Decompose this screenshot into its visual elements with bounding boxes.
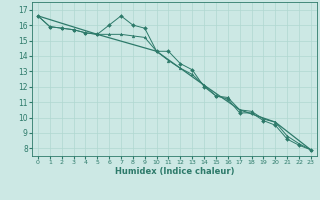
X-axis label: Humidex (Indice chaleur): Humidex (Indice chaleur) bbox=[115, 167, 234, 176]
